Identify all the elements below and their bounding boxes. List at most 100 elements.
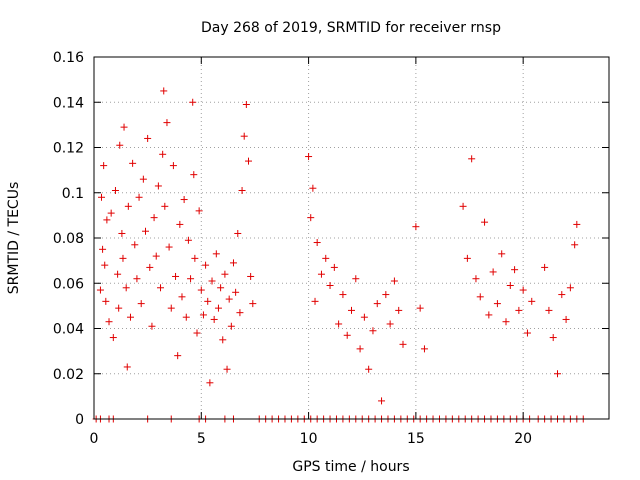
data-point	[212, 250, 220, 258]
data-point	[489, 268, 497, 276]
data-point	[197, 286, 205, 294]
data-point	[195, 207, 203, 215]
data-point	[193, 329, 201, 337]
x-tick-label: 5	[197, 431, 206, 447]
data-point	[399, 340, 407, 348]
data-point	[322, 254, 330, 262]
data-point	[313, 239, 321, 247]
data-point	[174, 352, 182, 360]
data-point	[468, 155, 476, 163]
data-point	[573, 220, 581, 228]
data-point	[528, 297, 536, 305]
data-point	[481, 218, 489, 226]
data-point	[227, 322, 235, 330]
data-point	[554, 370, 561, 378]
data-point	[176, 220, 184, 228]
data-point	[116, 141, 124, 149]
y-tick-label: 0.06	[53, 276, 84, 292]
data-point	[139, 175, 147, 183]
data-point	[122, 284, 130, 292]
data-point	[206, 379, 214, 387]
data-point	[180, 196, 188, 204]
data-point	[101, 261, 109, 269]
data-point	[506, 282, 514, 290]
data-point	[96, 286, 104, 294]
data-point	[348, 306, 355, 314]
data-point	[144, 134, 152, 142]
data-point	[142, 227, 149, 235]
plot-frame	[93, 56, 610, 420]
data-point	[330, 263, 338, 271]
data-point	[378, 397, 386, 405]
data-point	[307, 214, 315, 222]
data-point	[545, 306, 553, 314]
data-point	[566, 284, 574, 292]
data-point	[335, 320, 343, 328]
data-point	[562, 315, 570, 323]
data-point	[214, 304, 222, 312]
data-point	[234, 229, 242, 237]
data-point	[412, 223, 420, 231]
y-tick-label: 0.02	[53, 367, 84, 383]
data-point	[373, 300, 381, 308]
x-tick-label: 10	[300, 431, 318, 447]
data-point	[360, 313, 368, 321]
data-point	[199, 311, 207, 319]
data-point	[102, 297, 110, 305]
x-tick-label: 20	[514, 431, 532, 447]
data-point	[178, 293, 186, 301]
data-point	[541, 263, 549, 271]
data-point	[160, 87, 168, 95]
data-point	[245, 157, 252, 165]
data-point	[343, 331, 351, 339]
axis-ticks: 0 0.02 0.04 0.06 0.08 0.1 0.12 0.14 0.16 0 5 10 15 20	[53, 50, 609, 447]
data-point	[98, 193, 106, 201]
data-point	[493, 300, 501, 308]
data-point	[182, 313, 190, 321]
y-tick-label: 0.08	[53, 231, 84, 247]
data-point	[99, 245, 107, 253]
data-point	[120, 123, 128, 131]
data-point	[202, 261, 210, 269]
y-tick-label: 0.04	[53, 322, 84, 338]
data-point	[219, 336, 227, 344]
data-point	[105, 318, 113, 326]
data-point	[131, 241, 139, 249]
data-point	[311, 297, 319, 305]
data-point	[369, 327, 377, 335]
data-point	[172, 272, 180, 280]
data-point	[515, 306, 523, 314]
data-point	[326, 282, 334, 290]
data-point	[217, 284, 225, 292]
data-point	[191, 254, 199, 262]
y-tick-label: 0	[75, 412, 84, 428]
data-point	[242, 101, 250, 109]
data-point	[382, 291, 390, 299]
data-point	[190, 171, 198, 179]
data-point	[232, 288, 240, 296]
data-point	[472, 275, 480, 283]
y-tick-label: 0.16	[53, 50, 84, 66]
data-point	[114, 270, 122, 278]
data-point	[189, 98, 197, 106]
chart-title: Day 268 of 2019, SRMTID for receiver rns…	[201, 20, 501, 36]
data-point	[459, 202, 467, 210]
data-point	[390, 277, 398, 285]
data-point	[107, 209, 115, 217]
data-points	[92, 87, 587, 423]
data-point	[148, 322, 156, 330]
data-point	[161, 202, 169, 210]
data-point	[511, 266, 519, 274]
data-point	[485, 311, 493, 319]
y-tick-label: 0.12	[53, 141, 84, 157]
data-point	[236, 309, 244, 317]
data-point	[109, 334, 117, 342]
x-tick-label: 0	[90, 431, 99, 447]
data-point	[187, 275, 195, 283]
data-point	[124, 202, 132, 210]
data-point	[208, 277, 216, 285]
data-point	[223, 365, 231, 373]
data-point	[498, 250, 506, 258]
data-point	[118, 229, 126, 237]
